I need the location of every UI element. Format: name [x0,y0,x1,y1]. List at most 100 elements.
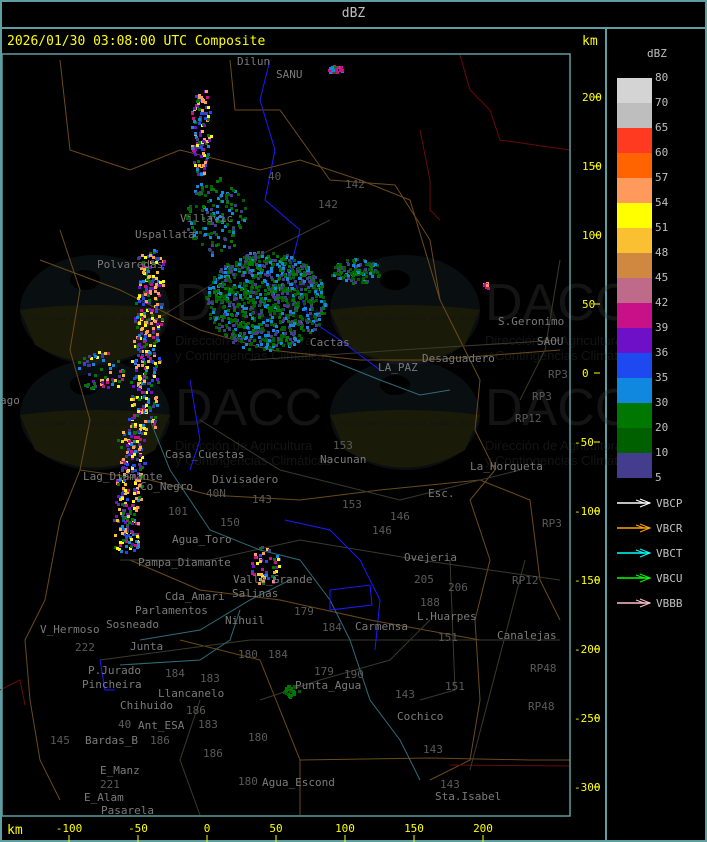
radar-echo [220,268,223,271]
radar-echo [238,263,241,266]
logo-field [330,305,480,363]
radar-echo [254,255,257,258]
radar-echo [272,263,275,266]
radar-echo [318,323,321,326]
radar-echo [220,194,223,197]
radar-echo [127,448,130,451]
radar-echo [92,386,95,389]
radar-echo [344,274,347,277]
radar-echo [289,261,292,264]
radar-echo [124,521,127,524]
radar-echo [131,543,134,546]
radar-echo [201,100,204,103]
radar-echo [158,361,161,364]
radar-echo [254,283,257,286]
route-label: 143 [423,743,443,756]
radar-echo [249,252,252,255]
radar-echo [138,443,141,446]
radar-echo [368,268,371,271]
radar-echo [250,272,253,275]
radar-echo [126,517,129,520]
radar-echo [315,324,318,327]
radar-echo [246,280,249,283]
radar-echo [193,145,196,148]
radar-echo [128,453,131,456]
radar-echo [218,274,221,277]
radar-echo [278,277,281,280]
legend-unit: dBZ [647,47,667,60]
radar-echo [236,291,239,294]
place-label: Junta [130,640,163,653]
radar-echo [298,269,301,272]
radar-echo [486,284,489,287]
radar-echo [274,323,277,326]
radar-echo [120,550,123,553]
radar-echo [197,173,200,176]
legend-swatch [617,178,652,203]
radar-echo [271,259,274,262]
radar-echo [274,303,277,306]
radar-echo [280,334,283,337]
radar-echo [269,311,272,314]
radar-echo [118,508,121,511]
radar-echo [163,260,166,263]
radar-echo [276,555,279,558]
radar-echo [148,275,151,278]
radar-echo [209,199,212,202]
radar-echo [161,267,164,270]
radar-echo [293,693,296,696]
radar-echo [365,271,368,274]
radar-echo [340,271,343,274]
radar-echo [300,337,303,340]
radar-echo [122,512,125,515]
radar-echo [272,337,275,340]
radar-echo [155,283,158,286]
radar-echo [260,271,263,274]
radar-echo [212,281,215,284]
radar-echo [357,264,360,267]
radar-echo [357,273,360,276]
radar-echo [248,271,251,274]
radar-echo [137,410,140,413]
radar-echo [272,566,275,569]
radar-echo [122,487,125,490]
radar-echo [235,262,238,265]
radar-echo [145,350,148,353]
radar-echo [296,306,299,309]
legend-level-label: 80 [655,71,669,84]
radar-echo [285,287,288,290]
radar-echo [117,439,120,442]
radar-echo [142,265,145,268]
radar-echo [261,281,264,284]
radar-echo [318,314,321,317]
river [139,579,291,641]
radar-echo [287,693,290,696]
radar-echo [161,303,164,306]
road [179,699,201,816]
radar-echo [221,200,224,203]
radar-echo [333,274,336,277]
radar-echo [118,375,121,378]
radar-echo [259,303,262,306]
radar-echo [200,164,203,167]
radar-echo [300,273,303,276]
watermark-text: DACC [175,379,322,437]
radar-echo [251,562,254,565]
radar-echo [136,506,139,509]
radar-echo [156,333,159,336]
radar-echo [266,343,269,346]
route-label: 143 [440,778,460,791]
radar-echo [133,489,136,492]
radar-echo [129,510,132,513]
legend-level-label: 54 [655,196,669,209]
legend-swatch [617,378,652,403]
radar-echo [226,263,229,266]
radar-echo [136,396,139,399]
radar-echo [230,207,233,210]
radar-echo [150,322,153,325]
radar-echo [151,280,154,283]
radar-echo [239,282,242,285]
radar-echo [310,279,313,282]
radar-echo [260,297,263,300]
